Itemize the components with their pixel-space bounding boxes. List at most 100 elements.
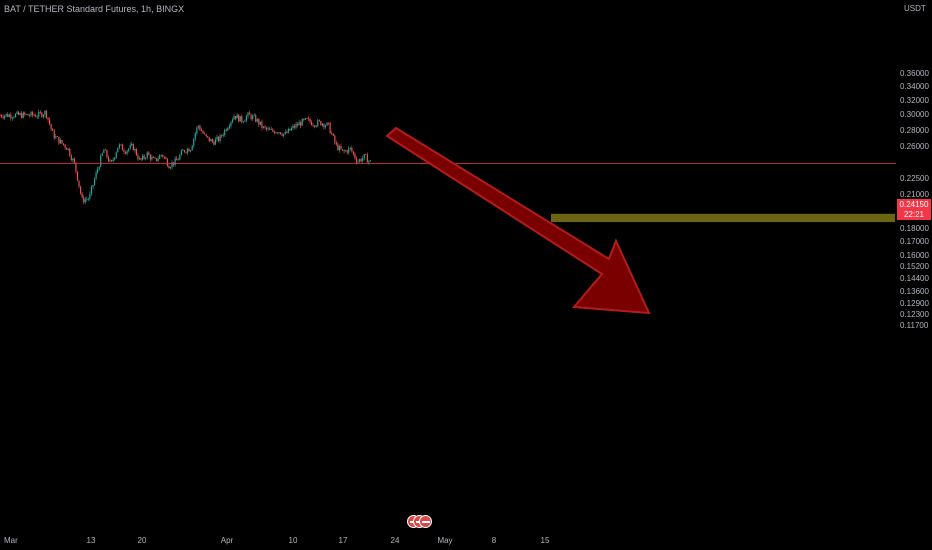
- candle-body: [196, 127, 198, 134]
- target-zone[interactable]: [551, 213, 895, 223]
- candle-body: [92, 184, 94, 187]
- candle-body: [115, 152, 117, 158]
- candle-body: [95, 172, 97, 179]
- price-axis-tick: 0.11700: [900, 320, 929, 330]
- candle-body: [351, 147, 353, 152]
- candle-body: [73, 158, 75, 163]
- candle-body: [307, 118, 310, 120]
- candle-body: [180, 150, 182, 156]
- candle-body: [365, 154, 367, 155]
- time-axis-tick: 10: [288, 536, 298, 545]
- candle-body: [10, 114, 12, 119]
- candle-body: [55, 136, 57, 139]
- candle-body: [138, 158, 141, 160]
- candle-body: [267, 128, 269, 130]
- candle-body: [183, 150, 186, 152]
- candle-body: [145, 158, 147, 159]
- candle-body: [306, 118, 308, 119]
- currency-label: USDT: [904, 4, 926, 13]
- candle-body: [253, 115, 255, 117]
- candle-body: [166, 159, 168, 166]
- candle-body: [357, 161, 359, 163]
- candle-body: [334, 135, 336, 143]
- candle-body: [328, 122, 330, 124]
- candle-body: [348, 148, 350, 153]
- candle-body: [301, 119, 303, 126]
- price-axis-tick: 0.12900: [900, 298, 929, 308]
- candle-body: [128, 148, 130, 151]
- candle-body: [114, 157, 116, 160]
- candle-body: [97, 169, 99, 173]
- candle-body: [121, 144, 124, 151]
- candle-body: [320, 121, 322, 126]
- candle-body: [250, 114, 252, 120]
- candle-body: [191, 145, 193, 151]
- candle-body: [286, 132, 288, 133]
- candle-body: [213, 141, 215, 145]
- price-axis-tick: 0.22500: [900, 174, 929, 184]
- candle-body: [204, 133, 206, 135]
- candle-body: [101, 152, 103, 156]
- candle-body: [298, 122, 300, 126]
- economic-events[interactable]: [407, 515, 435, 529]
- candle-body: [199, 125, 201, 130]
- candle-body: [227, 127, 229, 131]
- candle-body: [50, 124, 52, 129]
- candle-body: [293, 125, 296, 128]
- candle-body: [221, 135, 223, 137]
- candle-body: [112, 159, 114, 162]
- candle-body: [362, 158, 364, 162]
- candle-body: [2, 116, 4, 118]
- candle-body: [225, 129, 227, 131]
- candle-body: [16, 111, 18, 114]
- time-axis-tick: 24: [390, 536, 400, 545]
- candle-body: [111, 160, 113, 162]
- candle-body: [340, 146, 342, 150]
- candle-body: [30, 112, 32, 116]
- candle-body: [276, 132, 279, 134]
- price-axis-tick: 0.26000: [900, 142, 929, 152]
- candle-body: [67, 148, 69, 150]
- candle-body: [337, 144, 339, 151]
- candle-body: [323, 123, 325, 128]
- candle-body: [275, 132, 277, 134]
- candle-body: [303, 119, 305, 120]
- candle-body: [83, 197, 85, 203]
- candle-body: [165, 157, 167, 160]
- candle-body: [177, 159, 179, 161]
- projection-arrow[interactable]: [385, 126, 651, 315]
- price-axis-tick: 0.13600: [900, 287, 929, 297]
- candle-body: [142, 155, 144, 160]
- candle-body: [284, 132, 286, 134]
- economic-event-icon[interactable]: [419, 515, 432, 528]
- candle-body: [87, 198, 89, 200]
- candle-body: [252, 115, 254, 120]
- candle-body: [160, 154, 162, 156]
- candle-body: [186, 148, 189, 153]
- candle-body: [239, 116, 241, 122]
- candle-body: [18, 111, 20, 115]
- candle-body: [273, 131, 275, 134]
- candle-body: [310, 121, 313, 126]
- candle-body: [297, 123, 299, 126]
- candle-body: [104, 149, 106, 151]
- candle-body: [44, 110, 46, 116]
- candle-body: [205, 134, 207, 137]
- candle-body: [248, 112, 251, 115]
- current-price-badge: 0.24150 22:21: [897, 199, 931, 220]
- price-axis-tick: 0.28000: [900, 125, 929, 135]
- candle-body: [368, 160, 370, 163]
- candle-body: [190, 150, 192, 152]
- price-axis-tick: 0.21000: [900, 189, 929, 199]
- price-axis-tick: 0.12300: [900, 309, 929, 319]
- time-axis-tick: 17: [338, 536, 348, 545]
- candle-body: [120, 144, 122, 146]
- candle-body: [129, 145, 131, 149]
- candle-body: [354, 153, 356, 159]
- candle-body: [93, 178, 96, 185]
- candle-body: [135, 149, 137, 156]
- candle-body: [236, 114, 238, 119]
- candle-body: [329, 122, 331, 134]
